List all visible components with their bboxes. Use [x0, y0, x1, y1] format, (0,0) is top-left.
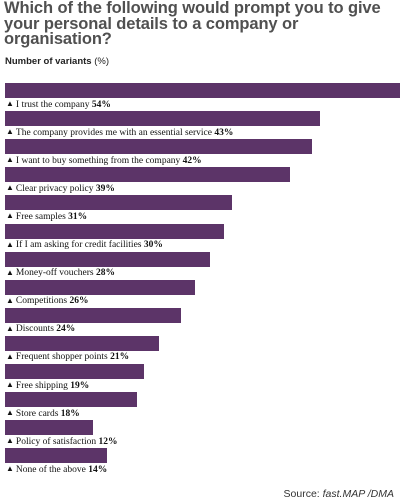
category-label: Policy of satisfaction	[15, 436, 97, 447]
triangle-icon: ▲	[6, 155, 14, 165]
subtitle-text: Number of variants	[5, 56, 92, 67]
category-label: Store cards	[15, 408, 59, 419]
category-label: None of the above	[15, 464, 86, 475]
category-label: Competitions	[15, 296, 68, 307]
value-label: 18%	[60, 408, 80, 419]
value-label: 54%	[91, 99, 111, 110]
bar-label-6: ▲ If I am asking for credit facilities 30…	[6, 239, 163, 251]
triangle-icon: ▲	[6, 267, 14, 277]
triangle-icon: ▲	[6, 351, 14, 361]
bar-label-7: ▲ Money-off vouchers 28%	[6, 267, 115, 279]
subtitle-unit: (%)	[94, 56, 109, 67]
bar-7	[5, 251, 210, 267]
triangle-icon: ▲	[6, 408, 14, 418]
chart-title: Which of the following would prompt you …	[4, 0, 381, 48]
triangle-icon: ▲	[6, 464, 14, 474]
value-label: 24%	[56, 324, 76, 335]
bar-label-12: ▲ Store cards 18%	[6, 408, 80, 420]
category-label: Frequent shopper points	[15, 352, 108, 363]
bar-11	[5, 364, 144, 379]
category-label: The company provides me with an essentia…	[15, 127, 212, 138]
triangle-icon: ▲	[6, 99, 14, 108]
triangle-icon: ▲	[6, 323, 14, 333]
bar-5	[5, 195, 232, 211]
bar-label-11: ▲ Free shipping 19%	[6, 380, 89, 392]
bar-label-3: ▲ I want to buy something from the compan…	[6, 155, 202, 167]
value-label: 26%	[69, 296, 89, 307]
category-label: Free samples	[15, 211, 66, 222]
category-label: Free shipping	[15, 380, 68, 391]
bar-1	[5, 83, 400, 98]
triangle-icon: ▲	[6, 239, 14, 249]
category-label: Clear privacy policy	[15, 183, 94, 194]
bar-3	[5, 139, 313, 155]
category-label: Discounts	[15, 324, 54, 335]
value-label: 19%	[70, 380, 90, 391]
triangle-icon: ▲	[6, 127, 14, 137]
chart-subtitle: Number of variants (%)	[5, 56, 109, 67]
bar-14	[5, 448, 108, 464]
bar-label-10: ▲ Frequent shopper points 21%	[6, 351, 129, 363]
bar-label-1: ▲ I trust the company 54%	[6, 99, 111, 111]
bar-10	[5, 335, 159, 351]
triangle-icon: ▲	[6, 183, 14, 193]
bar-8	[5, 279, 196, 295]
value-label: 42%	[182, 155, 202, 166]
value-label: 39%	[95, 183, 115, 194]
bar-4	[5, 167, 291, 183]
triangle-icon: ▲	[6, 295, 14, 305]
category-label: Money-off vouchers	[15, 268, 94, 279]
category-label: If I am asking for credit facilities	[15, 240, 142, 250]
bar-label-14: ▲ None of the above 14%	[6, 464, 107, 476]
value-label: 43%	[214, 127, 234, 138]
source-prefix: Source:	[283, 488, 320, 500]
value-label: 12%	[98, 436, 118, 447]
bar-2	[5, 111, 320, 127]
bar-12	[5, 392, 137, 408]
source-name: fast.MAP /DMA	[322, 488, 394, 500]
triangle-icon: ▲	[6, 211, 14, 221]
category-label: I trust the company	[15, 99, 90, 110]
source-note: Source: fast.MAP /DMA	[284, 488, 394, 500]
value-label: 30%	[143, 240, 163, 250]
bar-13	[5, 420, 93, 436]
bar-label-8: ▲ Competitions 26%	[6, 295, 89, 307]
value-label: 21%	[110, 352, 130, 363]
triangle-icon: ▲	[6, 436, 14, 446]
value-label: 14%	[88, 464, 108, 475]
bar-label-13: ▲ Policy of satisfaction 12%	[6, 436, 118, 448]
bar-label-9: ▲ Discounts 24%	[6, 323, 75, 335]
bar-label-4: ▲ Clear privacy policy 39%	[6, 183, 115, 195]
value-label: 31%	[68, 211, 88, 222]
bar-label-5: ▲ Free samples 31%	[6, 211, 87, 223]
value-label: 28%	[95, 268, 115, 279]
bar-label-2: ▲ The company provides me with an essenti…	[6, 127, 233, 139]
bar-6	[5, 223, 225, 239]
triangle-icon: ▲	[6, 380, 14, 389]
category-label: I want to buy something from the company	[15, 155, 181, 166]
bar-9	[5, 307, 181, 323]
